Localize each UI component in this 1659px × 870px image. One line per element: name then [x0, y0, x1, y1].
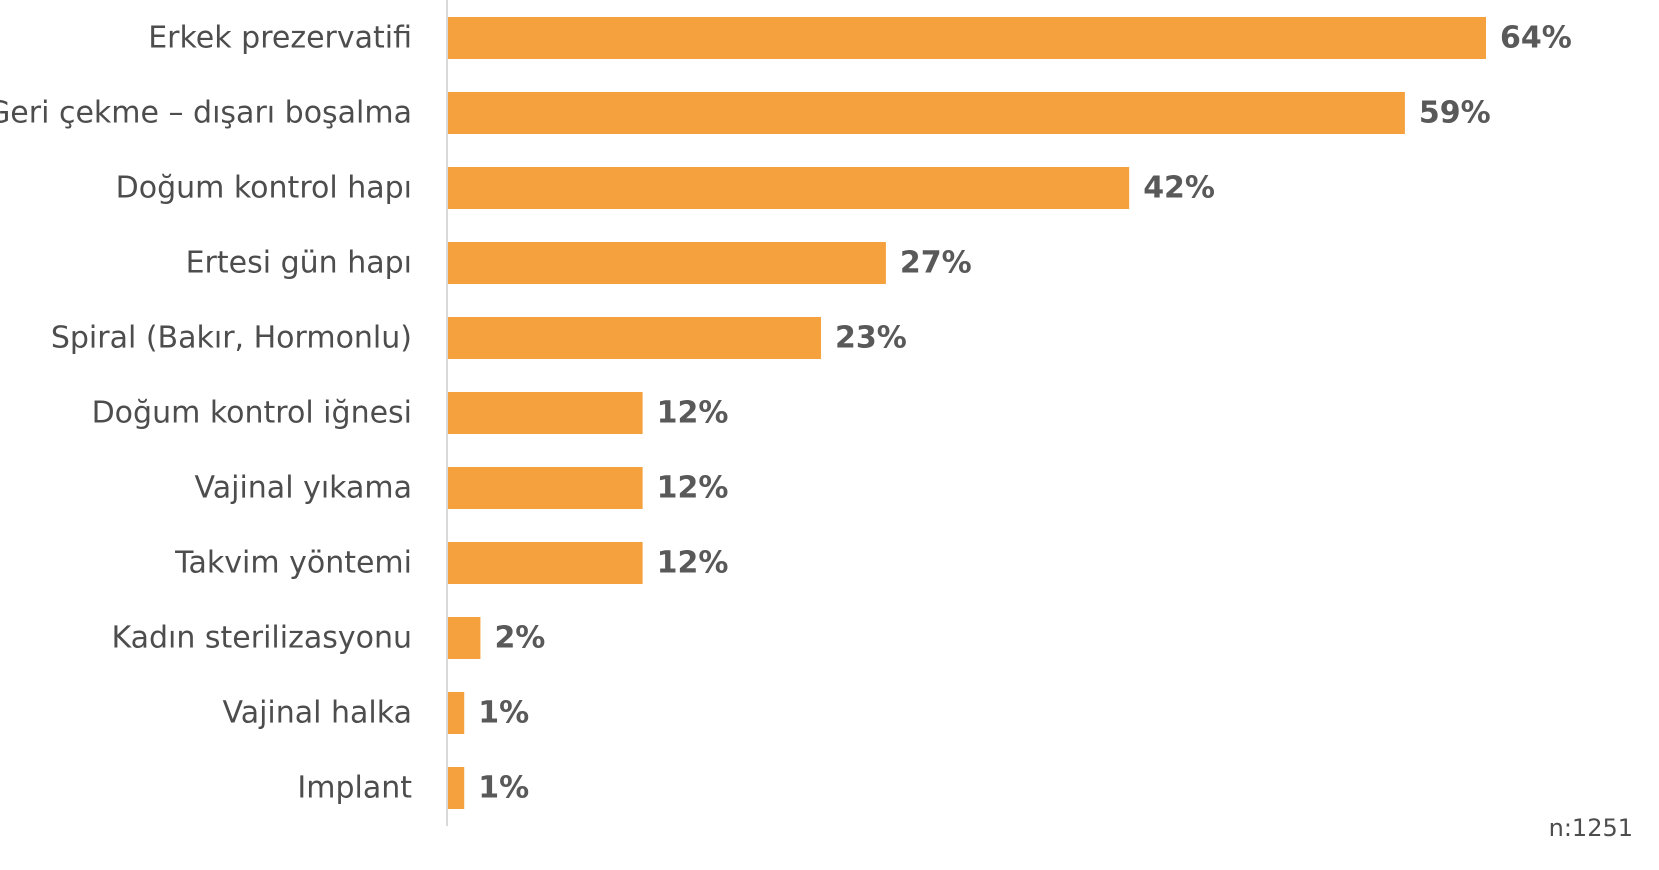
bar — [448, 167, 1130, 209]
bar — [448, 317, 822, 359]
value-label: 12% — [657, 546, 729, 581]
bar — [448, 242, 886, 284]
value-label: 1% — [478, 771, 529, 806]
bar — [448, 767, 465, 809]
bar — [448, 542, 643, 584]
bar — [448, 92, 1405, 134]
value-label: 27% — [900, 246, 972, 281]
category-label: Doğum kontrol hapı — [116, 171, 412, 206]
value-label: 12% — [657, 396, 729, 431]
sample-size-note: n:1251 — [1548, 814, 1633, 842]
bar — [448, 467, 643, 509]
bar — [448, 617, 481, 659]
bar — [448, 17, 1486, 59]
category-label: Spiral (Bakır, Hormonlu) — [51, 321, 412, 356]
category-label: Vajinal yıkama — [195, 471, 412, 506]
bar — [448, 692, 465, 734]
value-label: 23% — [835, 321, 907, 356]
category-label: Doğum kontrol iğnesi — [92, 396, 412, 431]
value-label: 42% — [1143, 171, 1215, 206]
category-label: Geri çekme – dışarı boşalma — [0, 96, 412, 131]
value-label: 1% — [478, 696, 529, 731]
value-label: 12% — [657, 471, 729, 506]
value-label: 64% — [1500, 21, 1572, 56]
category-label: Vajinal halka — [223, 696, 412, 731]
category-label: Kadın sterilizasyonu — [111, 621, 412, 656]
bar — [448, 392, 643, 434]
category-label: Ertesi gün hapı — [186, 246, 412, 281]
category-label: Implant — [297, 771, 412, 806]
category-label: Erkek prezervatifi — [148, 21, 412, 56]
category-label: Takvim yöntemi — [174, 546, 412, 581]
value-label: 59% — [1419, 96, 1491, 131]
value-label: 2% — [494, 621, 545, 656]
